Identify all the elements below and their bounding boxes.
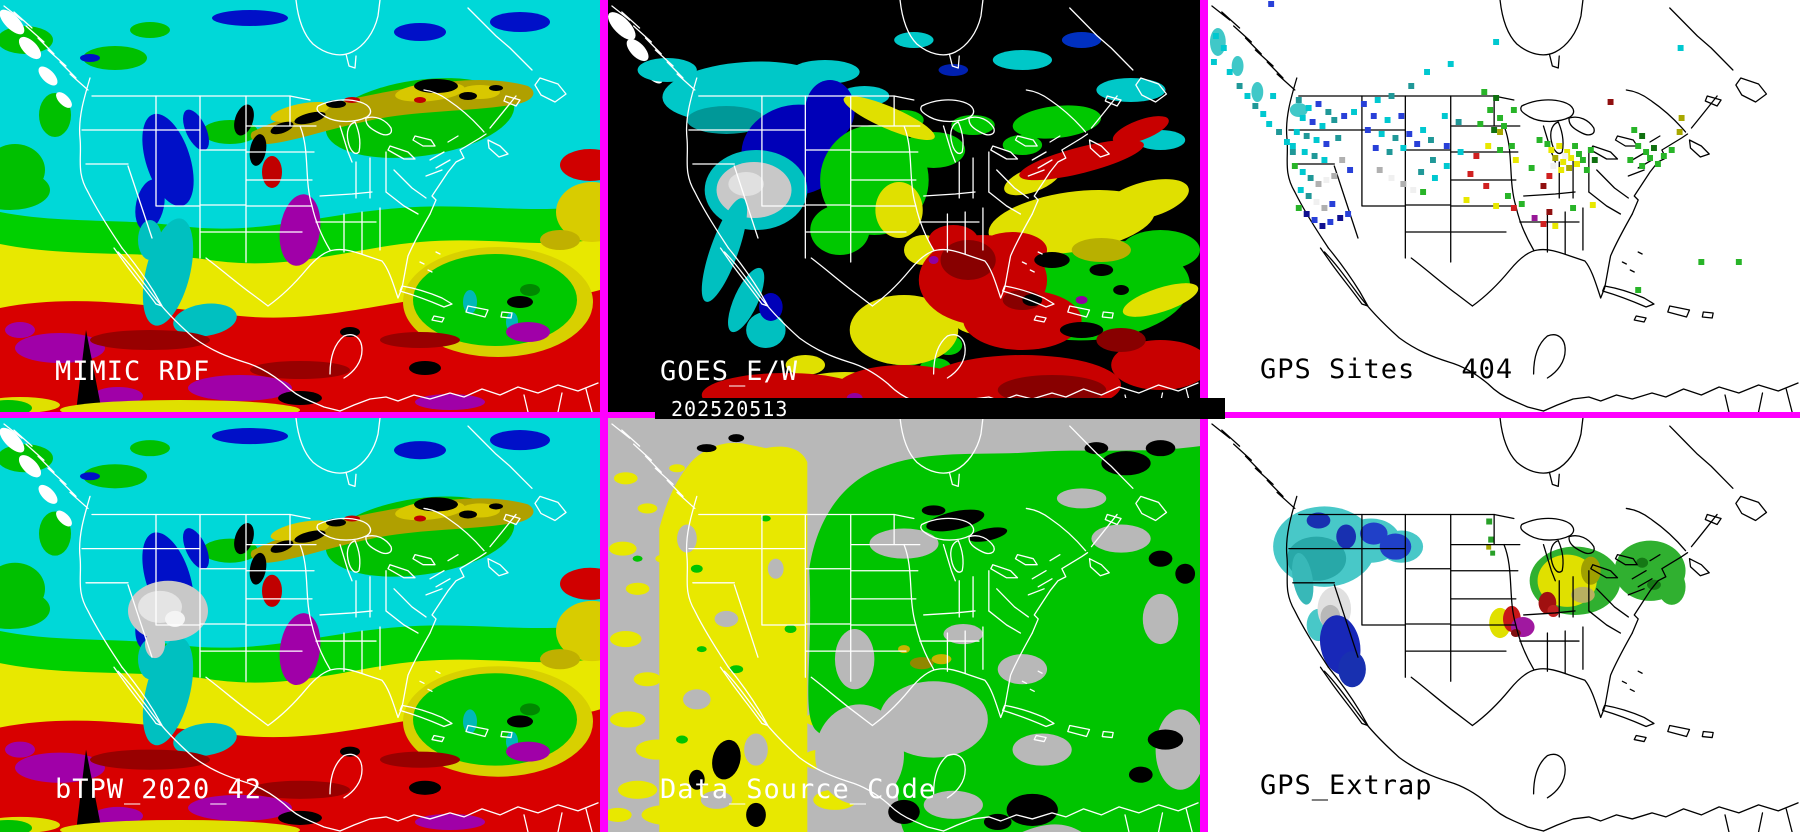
date-text: 202520513 [671, 396, 789, 421]
btpw-map-image [0, 418, 600, 832]
mimic-rdf-label: MIMIC RDF [55, 356, 211, 387]
data-source-code-label: Data_Source_Code [660, 774, 937, 805]
panel-gps-extrap: GPS_Extrap [1208, 418, 1800, 832]
data-source-code-map-image [608, 418, 1200, 832]
gps-extrap-label: GPS_Extrap [1260, 770, 1433, 801]
panel-mimic-rdf: MIMIC RDF [0, 0, 600, 412]
panel-btpw: bTPW_2020_42 [0, 418, 600, 832]
gps-sites-markers [1210, 1, 1742, 293]
gps-sites-map-image [1208, 0, 1800, 412]
gps-sites-count: 404 [1461, 354, 1514, 385]
goes-ew-map-image [608, 0, 1200, 412]
panel-gps-sites: GPS Sites 404 [1208, 0, 1800, 412]
gps-extrap-map-image [1208, 418, 1800, 832]
panel-data-source-code: Data_Source_Code [608, 418, 1200, 832]
gps-sites-label: GPS Sites 404 [1260, 356, 1513, 383]
btpw-label: bTPW_2020_42 [55, 774, 263, 805]
mimic-rdf-map-image [0, 0, 600, 412]
date-bar: 202520513 [655, 398, 1225, 419]
vertical-divider-left [600, 0, 608, 832]
panel-goes-ew: GOES_E/W [608, 0, 1200, 412]
goes-ew-label: GOES_E/W [660, 356, 799, 387]
gps-sites-label-text: GPS Sites [1260, 354, 1416, 385]
